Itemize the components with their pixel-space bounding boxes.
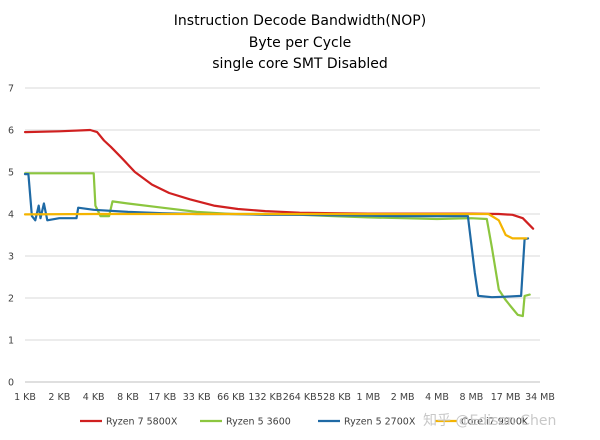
x-tick-label: 34 MB xyxy=(525,392,555,403)
legend-label: Core i7 9900K xyxy=(461,417,529,428)
legend-label: Ryzen 7 5800X xyxy=(106,417,178,428)
x-tick-label: 132 KB xyxy=(248,392,282,403)
y-tick-label: 4 xyxy=(8,210,14,221)
y-tick-label: 6 xyxy=(8,126,14,137)
y-axis-tick-labels: 0 1 2 3 4 5 6 7 xyxy=(8,84,14,389)
chart-title-line-1: Instruction Decode Bandwidth(NOP) xyxy=(174,13,426,29)
legend: Ryzen 7 5800X Ryzen 5 3600 Ryzen 5 2700X Co… xyxy=(80,417,529,428)
x-tick-label: 1 MB xyxy=(356,392,380,403)
series-line-core-i7-9900k xyxy=(23,212,528,240)
x-tick-label: 17 MB xyxy=(491,392,521,403)
chart-title-line-3: single core SMT Disabled xyxy=(212,56,387,72)
x-tick-label: 33 KB xyxy=(183,392,211,403)
series-line-ryzen-5-2700x xyxy=(23,173,530,299)
x-tick-label: 2 KB xyxy=(48,392,70,403)
y-tick-label: 7 xyxy=(8,84,14,95)
y-gridlines xyxy=(25,87,540,383)
x-tick-label: 4 MB xyxy=(425,392,449,403)
legend-label: Ryzen 5 3600 xyxy=(226,417,291,428)
x-tick-label: 4 KB xyxy=(83,392,105,403)
x-tick-label: 2 MB xyxy=(391,392,415,403)
x-tick-label: 66 KB xyxy=(217,392,245,403)
y-tick-label: 5 xyxy=(8,168,14,179)
x-tick-label: 17 KB xyxy=(148,392,176,403)
series-line-ryzen-5-3600 xyxy=(23,172,531,318)
chart-title: Instruction Decode Bandwidth(NOP) Byte p… xyxy=(174,13,426,72)
x-tick-label: 264 KB xyxy=(283,392,317,403)
legend-label: Ryzen 5 2700X xyxy=(344,417,416,428)
x-tick-label: 1 KB xyxy=(14,392,36,403)
y-tick-label: 2 xyxy=(8,294,14,305)
series-lines xyxy=(23,128,535,318)
y-tick-label: 0 xyxy=(8,378,14,389)
chart-title-line-2: Byte per Cycle xyxy=(249,35,351,51)
x-axis-tick-labels: 1 KB 2 KB 4 KB 8 KB 17 KB 33 KB 66 KB 132 KB 264… xyxy=(14,392,555,403)
x-tick-label: 8 KB xyxy=(117,392,139,403)
x-tick-label: 528 KB xyxy=(317,392,351,403)
x-tick-label: 8 MB xyxy=(459,392,483,403)
y-tick-label: 1 xyxy=(8,336,14,347)
watermark-text: 知乎 @Edison Chen xyxy=(423,412,556,429)
y-tick-label: 3 xyxy=(8,252,14,263)
